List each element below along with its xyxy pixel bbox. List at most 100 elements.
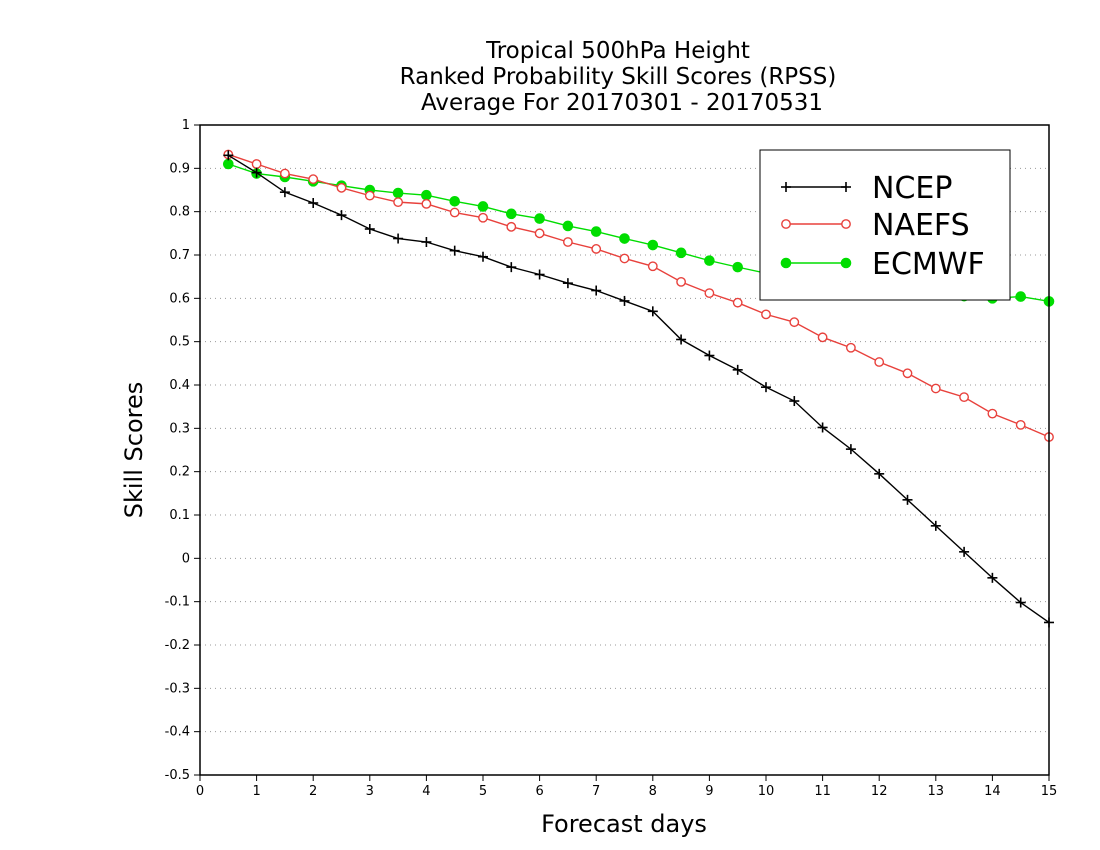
- legend-marker-ncep: [781, 182, 791, 192]
- data-point-naefs: [251, 159, 262, 169]
- data-point-naefs: [817, 332, 828, 343]
- x-tick-label: 0: [196, 784, 204, 799]
- legend-label-naefs: NAEFS: [872, 208, 970, 243]
- y-tick-label: 0: [182, 551, 190, 566]
- data-point-naefs: [449, 207, 460, 218]
- x-tick-label: 6: [535, 784, 543, 799]
- legend-marker-naefs: [841, 219, 851, 229]
- data-point-naefs: [930, 383, 941, 394]
- data-point-ecmwf: [1015, 291, 1027, 302]
- legend-marker-ecmwf: [780, 257, 792, 269]
- data-point-ncep: [251, 167, 262, 178]
- y-tick-label: 0.6: [169, 291, 190, 306]
- data-point-naefs: [789, 317, 800, 328]
- data-point-naefs: [364, 190, 375, 201]
- data-point-ecmwf: [477, 201, 489, 212]
- data-point-ecmwf: [732, 261, 744, 273]
- data-point-ncep: [591, 285, 602, 296]
- data-point-ncep: [987, 572, 998, 583]
- data-point-ecmwf: [534, 213, 545, 224]
- y-axis-label: Skill Scores: [120, 382, 148, 519]
- x-tick-label: 10: [758, 784, 775, 799]
- x-tick-label: 14: [984, 784, 1001, 799]
- legend: NCEP NAEFS ECMWF: [759, 149, 1011, 301]
- y-tick-label: -0.3: [165, 681, 190, 696]
- data-point-naefs: [478, 212, 488, 223]
- data-point-ncep: [364, 224, 375, 234]
- data-point-ncep: [930, 520, 941, 531]
- x-tick-label: 11: [814, 784, 831, 799]
- data-point-naefs: [506, 221, 517, 232]
- data-point-naefs: [987, 408, 998, 419]
- y-tick-label: -0.1: [165, 595, 190, 610]
- x-tick-label: 12: [871, 784, 888, 799]
- legend-box: [759, 149, 1011, 301]
- data-point-naefs: [902, 368, 913, 379]
- data-point-naefs: [563, 237, 573, 247]
- data-point-naefs: [874, 357, 885, 367]
- y-tick-label: 1: [182, 118, 190, 133]
- data-point-ncep: [336, 210, 347, 221]
- legend-label-ecmwf: ECMWF: [872, 247, 985, 282]
- data-point-ncep: [421, 237, 432, 247]
- y-tick-label: -0.5: [165, 768, 190, 783]
- series-ncep: [223, 150, 1054, 628]
- x-tick-label: 4: [422, 784, 430, 799]
- data-point-ecmwf: [562, 220, 574, 232]
- data-point-ncep: [845, 444, 856, 455]
- x-tick-label: 9: [705, 784, 713, 799]
- data-point-ecmwf: [590, 226, 602, 237]
- data-point-ncep: [393, 233, 404, 244]
- data-point-ecmwf: [675, 247, 687, 259]
- plot-frame: [199, 124, 1050, 776]
- x-tick-label: 8: [649, 784, 657, 799]
- x-tick-label: 13: [928, 784, 945, 799]
- data-point-naefs: [534, 228, 545, 239]
- x-tick-label: 2: [309, 784, 317, 799]
- y-tick-label: 0.9: [169, 161, 190, 176]
- data-point-ecmwf: [506, 208, 517, 220]
- x-tick-label: 5: [479, 784, 487, 799]
- chart-title-line-1: Tropical 500hPa Height: [485, 38, 750, 64]
- data-point-naefs: [676, 276, 686, 287]
- data-point-ncep: [761, 382, 771, 393]
- data-point-ncep: [619, 295, 630, 306]
- data-point-ncep: [308, 198, 319, 208]
- x-tick-label: 15: [1041, 784, 1058, 799]
- legend-label-ncep: NCEP: [872, 171, 952, 206]
- data-point-ecmwf: [647, 239, 659, 251]
- data-point-ncep: [562, 278, 573, 289]
- data-point-ncep: [279, 187, 290, 198]
- x-tick-label: 7: [592, 784, 600, 799]
- legend-marker-ecmwf: [840, 257, 852, 269]
- data-point-ncep: [732, 364, 743, 375]
- axis-ticks: -0.5 -0.4 -0.3 -0.2 -0.1 0 0.1 0.2 0.3 0.4 0.5 0.6 0…: [165, 118, 1058, 799]
- data-point-naefs: [393, 197, 403, 208]
- data-point-naefs: [279, 168, 290, 179]
- data-point-naefs: [959, 392, 969, 403]
- data-point-ncep: [449, 245, 460, 256]
- data-point-naefs: [732, 297, 743, 308]
- data-point-ncep: [1015, 597, 1026, 608]
- data-point-naefs: [647, 261, 658, 272]
- data-point-ecmwf: [223, 158, 234, 170]
- y-tick-label: 0.7: [169, 248, 190, 263]
- series-line-ncep: [227, 154, 1050, 624]
- legend-marker-naefs: [781, 219, 791, 229]
- y-tick-label: 0.8: [169, 205, 190, 220]
- y-tick-label: -0.4: [165, 725, 190, 740]
- data-point-ncep: [223, 150, 234, 161]
- y-tick-label: 0.3: [169, 421, 190, 436]
- data-point-naefs: [1015, 419, 1026, 430]
- data-point-ncep: [478, 251, 488, 262]
- data-point-naefs: [619, 253, 630, 264]
- data-point-ncep: [676, 334, 687, 345]
- data-point-naefs: [704, 288, 715, 299]
- data-point-ecmwf: [421, 189, 432, 201]
- data-point-ncep: [506, 262, 517, 273]
- y-tick-label: -0.2: [165, 638, 190, 653]
- x-axis-label: Forecast days: [541, 810, 707, 838]
- data-point-naefs: [336, 182, 347, 193]
- data-point-ncep: [817, 422, 828, 433]
